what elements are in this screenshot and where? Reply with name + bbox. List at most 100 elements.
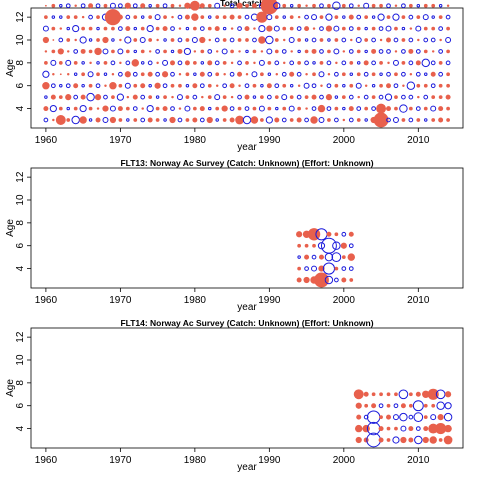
residual-bubble — [348, 266, 354, 271]
residual-bubble — [438, 49, 444, 54]
residual-bubble — [377, 13, 385, 21]
residual-bubble — [95, 117, 101, 123]
residual-bubble — [229, 14, 235, 20]
residual-bubble — [297, 266, 301, 271]
residual-bubble — [401, 26, 406, 31]
residual-bubble — [325, 94, 333, 101]
residual-bubble — [267, 106, 272, 111]
residual-bubble — [371, 403, 377, 409]
residual-bubble — [178, 27, 182, 30]
residual-bubble — [229, 117, 235, 123]
residual-bubble — [44, 15, 48, 20]
residual-bubble — [66, 106, 70, 111]
residual-bubble — [282, 3, 287, 8]
residual-bubble — [288, 105, 295, 112]
panel-title: FLT14: Norway Ac Survey (Catch: Unknown)… — [120, 318, 373, 328]
residual-bubble — [364, 15, 369, 20]
residual-bubble — [237, 106, 242, 111]
residual-bubble — [297, 15, 301, 19]
residual-bubble — [415, 426, 421, 431]
residual-bubble — [156, 38, 159, 42]
residual-bubble — [124, 82, 131, 89]
residual-bubble — [273, 25, 280, 32]
residual-bubble — [356, 106, 362, 111]
residual-bubble — [289, 95, 294, 100]
residual-bubble — [260, 0, 279, 15]
residual-bubble — [51, 26, 56, 31]
residual-bubble — [341, 72, 346, 77]
residual-bubble — [431, 50, 435, 53]
residual-bubble — [200, 15, 205, 20]
residual-bubble — [155, 71, 160, 77]
residual-bubble — [245, 49, 249, 54]
residual-bubble — [446, 26, 450, 31]
residual-bubble — [146, 24, 154, 33]
residual-bubble — [96, 26, 100, 31]
residual-bubble — [170, 71, 175, 77]
residual-bubble — [399, 104, 408, 113]
residual-bubble — [400, 436, 407, 444]
residual-bubble — [446, 49, 450, 54]
residual-bubble — [311, 254, 317, 260]
residual-bubble — [385, 25, 392, 32]
residual-bubble — [379, 415, 383, 420]
residual-bubble — [177, 60, 183, 66]
residual-bubble — [296, 231, 303, 238]
residual-bubble — [140, 3, 146, 9]
residual-bubble — [177, 37, 183, 43]
residual-bubble — [230, 27, 234, 30]
residual-bubble — [296, 277, 302, 283]
residual-bubble — [394, 95, 398, 100]
residual-bubble — [155, 49, 160, 54]
residual-bubble — [169, 116, 176, 124]
residual-bubble — [88, 118, 93, 122]
residual-bubble — [260, 118, 264, 122]
residual-bubble — [424, 118, 428, 122]
residual-bubble — [303, 276, 310, 284]
residual-bubble — [379, 38, 383, 42]
residual-bubble — [221, 105, 228, 112]
residual-bubble — [283, 38, 286, 42]
x-tick-label: 1990 — [258, 455, 281, 466]
residual-bubble — [431, 26, 436, 31]
panel-3: FLT14: Norway Ac Survey (Catch: Unknown)… — [5, 318, 464, 473]
residual-bubble — [304, 95, 309, 100]
residual-bubble — [162, 106, 168, 112]
residual-bubble — [334, 95, 339, 99]
residual-bubble — [73, 60, 78, 65]
residual-bubble — [192, 94, 198, 100]
bubbles — [42, 0, 452, 128]
residual-bubble — [200, 49, 205, 54]
residual-bubble — [163, 38, 167, 42]
y-tick-label: 12 — [15, 171, 26, 183]
residual-bubble — [214, 94, 221, 101]
residual-bubble — [126, 95, 130, 99]
residual-bubble — [118, 71, 123, 77]
residual-bubble — [446, 83, 450, 88]
residual-bubble — [43, 106, 49, 112]
residual-bubble — [140, 15, 145, 19]
residual-bubble — [183, 47, 192, 56]
y-tick-label: 10 — [15, 354, 26, 366]
x-axis-label: year — [237, 462, 257, 473]
residual-bubble — [431, 118, 436, 122]
residual-bubble — [438, 106, 444, 112]
residual-bubble — [416, 3, 421, 8]
residual-bubble — [192, 117, 198, 123]
residual-bubble — [415, 106, 421, 111]
residual-bubble — [348, 94, 354, 100]
residual-bubble — [436, 401, 445, 410]
plot-frame — [30, 327, 464, 449]
residual-bubble — [59, 3, 63, 8]
residual-bubble — [312, 72, 316, 77]
residual-bubble — [415, 71, 421, 77]
residual-bubble — [265, 0, 274, 2]
residual-bubble — [311, 83, 317, 89]
residual-bubble — [177, 48, 183, 54]
residual-bubble — [185, 118, 190, 122]
residual-bubble — [415, 49, 421, 54]
residual-bubble — [251, 71, 258, 78]
residual-bubble — [184, 14, 190, 20]
residual-bubble — [324, 275, 334, 285]
